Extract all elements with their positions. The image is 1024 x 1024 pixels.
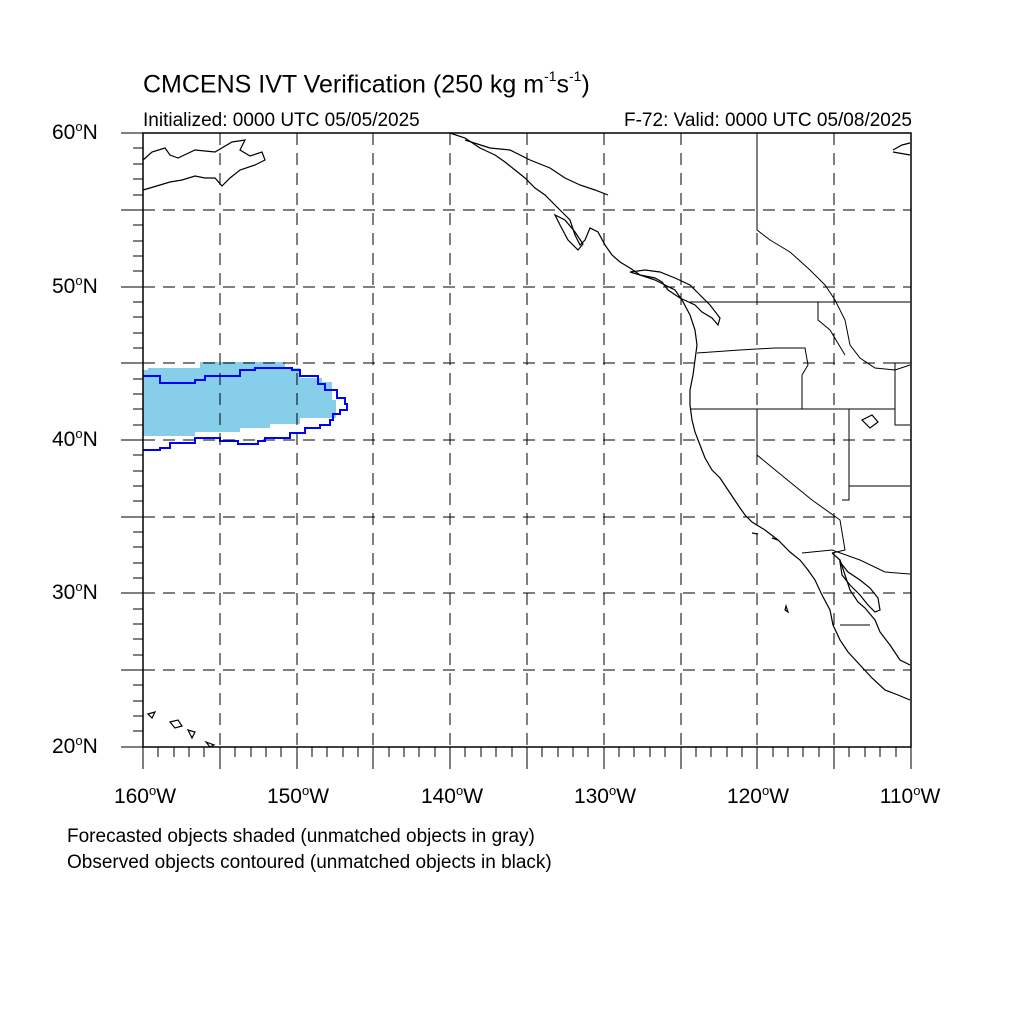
title-text: CMCENS IVT Verification (250 kg m xyxy=(143,70,545,99)
title-exponent-1: -1 xyxy=(544,68,557,84)
title-text-end: ) xyxy=(581,70,590,99)
title-text-mid: s xyxy=(556,70,570,99)
axis-ticks xyxy=(121,132,912,769)
lat-label-60: 60oN xyxy=(52,119,98,144)
lat-label-40: 40oN xyxy=(52,426,98,451)
left-minor-ticks xyxy=(133,147,143,732)
forecast-object-shade xyxy=(143,362,336,436)
gridlines xyxy=(143,133,911,747)
lat-label-20: 20oN xyxy=(52,733,98,758)
left-major-ticks xyxy=(121,132,143,748)
note-forecast: Forecasted objects shaded (unmatched obj… xyxy=(67,826,535,847)
lon-label-110: 110oW xyxy=(879,783,941,808)
coastlines xyxy=(142,132,911,748)
title-exponent-2: -1 xyxy=(569,68,582,84)
map-title: CMCENS IVT Verification (250 kg m-1s-1) xyxy=(143,68,590,99)
lon-label-120: 120oW xyxy=(726,783,790,808)
valid-time: F-72: Valid: 0000 UTC 05/08/2025 xyxy=(624,110,912,131)
lon-label-160: 160oW xyxy=(113,783,177,808)
lon-label-130: 130oW xyxy=(573,783,637,808)
lon-label-140: 140oW xyxy=(420,783,484,808)
bottom-major-ticks xyxy=(142,747,912,769)
lon-label-150: 150oW xyxy=(266,783,330,808)
lat-label-50: 50oN xyxy=(52,273,98,298)
observed-object-contour xyxy=(143,367,348,451)
lat-label-30: 30oN xyxy=(52,579,98,604)
note-observed: Observed objects contoured (unmatched ob… xyxy=(67,852,552,873)
bottom-minor-ticks xyxy=(157,747,897,757)
political-boundaries xyxy=(690,133,911,626)
initialized-time: Initialized: 0000 UTC 05/05/2025 xyxy=(143,110,420,131)
